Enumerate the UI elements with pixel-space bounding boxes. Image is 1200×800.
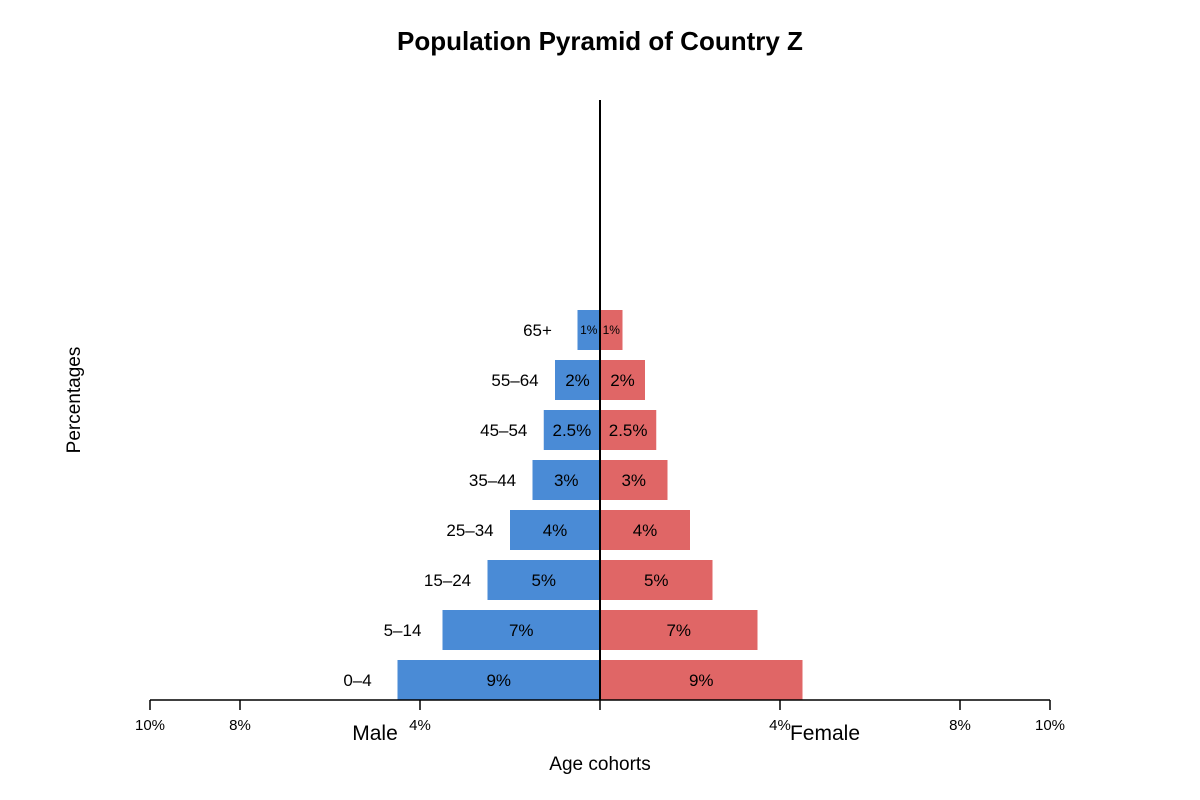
- x-axis-title: Age cohorts: [549, 754, 650, 775]
- age-cohort-label: 65+: [523, 321, 552, 340]
- female-bar: [600, 510, 690, 550]
- female-bar-label: 3%: [621, 471, 646, 490]
- male-bar-label: 2%: [565, 371, 590, 390]
- male-bar-label: 5%: [531, 571, 556, 590]
- y-axis-title: Percentages: [64, 347, 85, 454]
- male-bar: [577, 310, 600, 350]
- female-bar: [600, 560, 713, 600]
- x-tick-label: 10%: [1035, 717, 1065, 734]
- male-bar: [510, 510, 600, 550]
- x-tick-label: 10%: [135, 717, 165, 734]
- female-bar-label: 2%: [610, 371, 635, 390]
- male-bar-label: 1%: [580, 323, 598, 337]
- male-bar-label: 4%: [543, 521, 568, 540]
- female-bar-label: 4%: [633, 521, 658, 540]
- female-bar: [600, 460, 668, 500]
- age-cohort-label: 35–44: [469, 471, 516, 490]
- x-tick-label: 8%: [229, 717, 251, 734]
- male-bar-label: 2.5%: [553, 421, 592, 440]
- age-labels-group: 0–4 5–14 15–24 25–34 35–44 45–54 55–64 65+: [343, 321, 552, 690]
- male-bar: [532, 460, 600, 500]
- bars-group: 9% 9% 7% 7% 5% 5% 4% 4% 3% 3% 2.5% 2.5% 2% 2% 1% 1%: [397, 310, 803, 700]
- female-bar-label: 2.5%: [609, 421, 648, 440]
- x-tick-label: 4%: [769, 717, 791, 734]
- male-bar: [543, 410, 600, 450]
- x-ticks-group: 10% 8% 4% 4% 8% 10%: [135, 700, 1065, 734]
- age-cohort-label: 5–14: [384, 621, 422, 640]
- age-cohort-label: 25–34: [446, 521, 493, 540]
- female-side-label: Female: [790, 722, 860, 745]
- age-cohort-label: 55–64: [491, 371, 538, 390]
- female-bar-label: 7%: [666, 621, 691, 640]
- female-bar-label: 5%: [644, 571, 669, 590]
- male-bar-label: 3%: [554, 471, 579, 490]
- male-bar: [487, 560, 600, 600]
- female-bar: [600, 410, 657, 450]
- female-bar: [600, 360, 645, 400]
- male-bar: [555, 360, 600, 400]
- age-cohort-label: 15–24: [424, 571, 471, 590]
- male-bar: [442, 610, 600, 650]
- female-bar-label: 1%: [603, 323, 621, 337]
- male-bar: [397, 660, 600, 700]
- female-bar: [600, 660, 803, 700]
- male-side-label: Male: [352, 722, 398, 745]
- age-cohort-label: 45–54: [480, 421, 527, 440]
- x-tick-label: 8%: [949, 717, 971, 734]
- male-bar-label: 9%: [486, 671, 511, 690]
- chart-title: Population Pyramid of Country Z: [397, 26, 803, 56]
- female-bar: [600, 310, 623, 350]
- age-cohort-label: 0–4: [343, 671, 371, 690]
- female-bar-label: 9%: [689, 671, 714, 690]
- female-bar: [600, 610, 758, 650]
- male-bar-label: 7%: [509, 621, 534, 640]
- x-tick-label: 4%: [409, 717, 431, 734]
